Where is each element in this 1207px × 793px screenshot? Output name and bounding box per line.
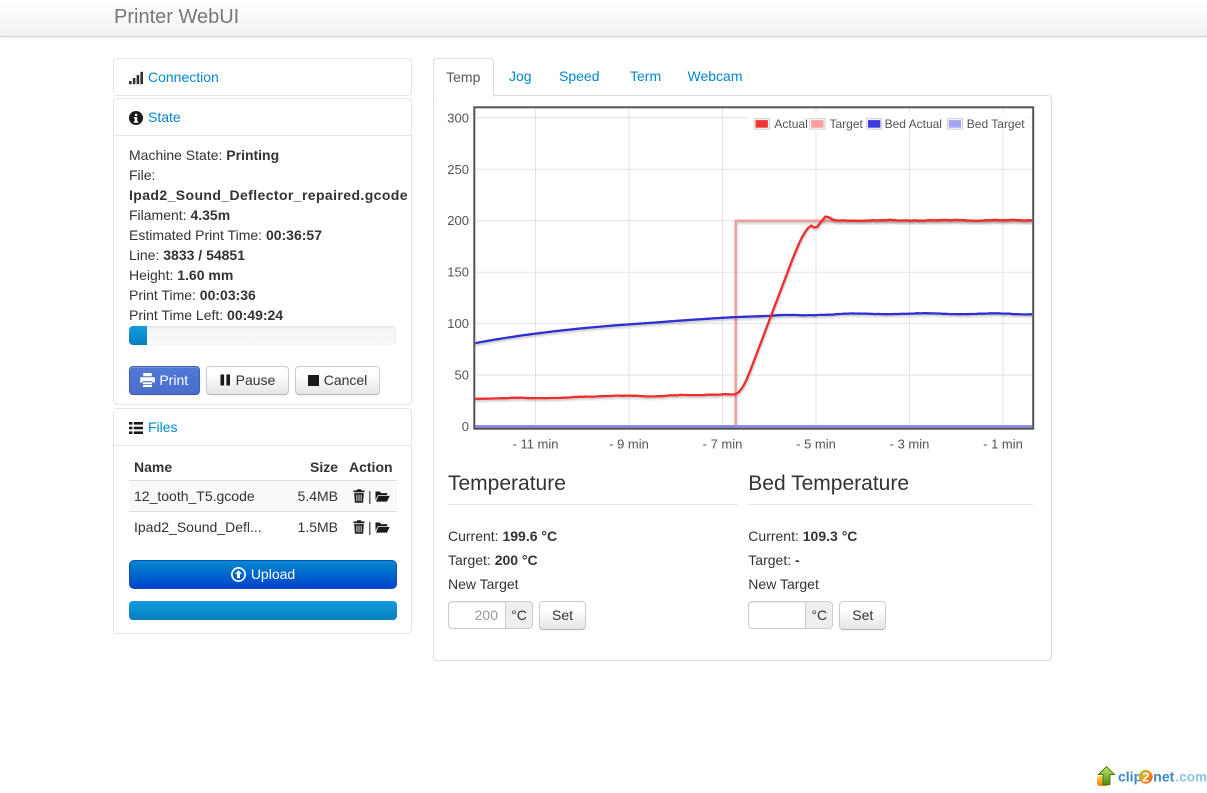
svg-text:.com: .com	[1176, 770, 1207, 785]
svg-text:50: 50	[455, 368, 469, 383]
svg-text:net: net	[1153, 769, 1174, 785]
svg-text:100: 100	[447, 316, 469, 331]
svg-text:Bed Target: Bed Target	[967, 117, 1025, 131]
svg-text:Target: Target	[830, 117, 864, 131]
svg-text:Actual: Actual	[774, 117, 807, 131]
svg-text:200: 200	[447, 213, 469, 228]
svg-text:Bed Actual: Bed Actual	[885, 117, 942, 131]
svg-text:- 7 min: - 7 min	[703, 437, 743, 452]
svg-text:- 11 min: - 11 min	[513, 437, 559, 452]
svg-text:250: 250	[447, 162, 469, 177]
svg-text:300: 300	[447, 110, 469, 125]
svg-text:- 1 min: - 1 min	[983, 437, 1023, 452]
svg-text:- 9 min: - 9 min	[609, 437, 649, 452]
svg-text:clip: clip	[1118, 769, 1142, 785]
svg-text:2: 2	[1142, 770, 1149, 784]
svg-text:150: 150	[447, 265, 469, 280]
svg-text:0: 0	[462, 419, 469, 434]
svg-text:- 3 min: - 3 min	[890, 437, 930, 452]
svg-text:- 5 min: - 5 min	[796, 437, 836, 452]
